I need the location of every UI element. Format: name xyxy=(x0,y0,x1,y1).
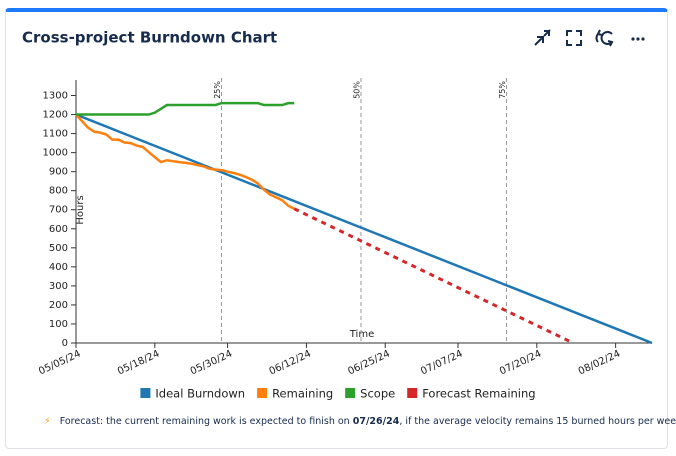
milestone-label: 75% xyxy=(498,81,507,99)
x-tick-label: 08/02/24 xyxy=(577,348,622,377)
y-tick-label: 1300 xyxy=(43,91,68,102)
series-line xyxy=(76,101,295,116)
text: Forecast: the current remaining work is … xyxy=(59,416,353,427)
milestone-label: 25% xyxy=(213,81,222,99)
x-tick-label: 07/20/24 xyxy=(498,348,543,377)
date: 07/26/24 xyxy=(352,416,400,427)
y-tick-label: 700 xyxy=(49,205,68,216)
x-tick-label: 07/07/24 xyxy=(419,348,464,377)
legend-swatch xyxy=(407,388,418,398)
text: , if the average velocity remains 15 bur… xyxy=(399,416,676,427)
y-tick-label: 900 xyxy=(49,167,68,178)
y-tick-label: 1100 xyxy=(43,129,68,140)
toolbar xyxy=(534,29,645,47)
x-tick-label: 06/25/24 xyxy=(346,348,391,377)
legend-label: Ideal Burndown xyxy=(155,387,245,401)
legend-label: Forecast Remaining xyxy=(422,387,535,401)
y-tick-label: 300 xyxy=(49,281,68,292)
y-tick-label: 100 xyxy=(49,319,68,330)
y-tick-label: 400 xyxy=(49,262,68,273)
legend-label: Scope xyxy=(360,387,395,401)
y-tick-label: 1000 xyxy=(43,148,68,159)
legend: Ideal Burndown Remaining Scope Forecast Rem… xyxy=(140,387,536,401)
legend-swatch xyxy=(140,388,151,398)
x-tick-label: 05/18/24 xyxy=(116,348,161,377)
legend-label: Remaining xyxy=(272,387,333,401)
series-line xyxy=(75,113,295,210)
icon: ⚡ xyxy=(44,416,51,427)
x-tick-label: 05/05/24 xyxy=(37,348,82,377)
forecast-note: ⚡ Forecast: the current remaining work i… xyxy=(44,416,676,427)
series-line xyxy=(293,207,574,345)
x-tick-label: 05/30/24 xyxy=(189,348,234,377)
milestone-label: 50% xyxy=(352,81,361,99)
y-axis-label: Hours xyxy=(75,195,86,224)
more-icon[interactable] xyxy=(631,37,645,41)
x-axis-label: Time xyxy=(349,329,374,340)
y-tick-label: 1200 xyxy=(43,110,68,121)
y-tick-label: 200 xyxy=(49,300,68,311)
refresh-icon[interactable] xyxy=(595,29,614,47)
y-tick-label: 500 xyxy=(49,243,68,254)
y-tick-label: 800 xyxy=(49,186,68,197)
legend-swatch xyxy=(345,388,356,398)
legend-swatch xyxy=(257,388,268,398)
collapse-icon[interactable] xyxy=(534,29,551,46)
y-tick-label: 600 xyxy=(49,224,68,235)
x-tick-label: 06/12/24 xyxy=(268,348,313,377)
fullscreen-icon[interactable] xyxy=(566,30,582,46)
y-tick-label: 0 xyxy=(62,338,68,349)
widget-card xyxy=(5,8,668,449)
series-line xyxy=(75,113,653,345)
widget-title: Cross-project Burndown Chart xyxy=(22,29,277,47)
